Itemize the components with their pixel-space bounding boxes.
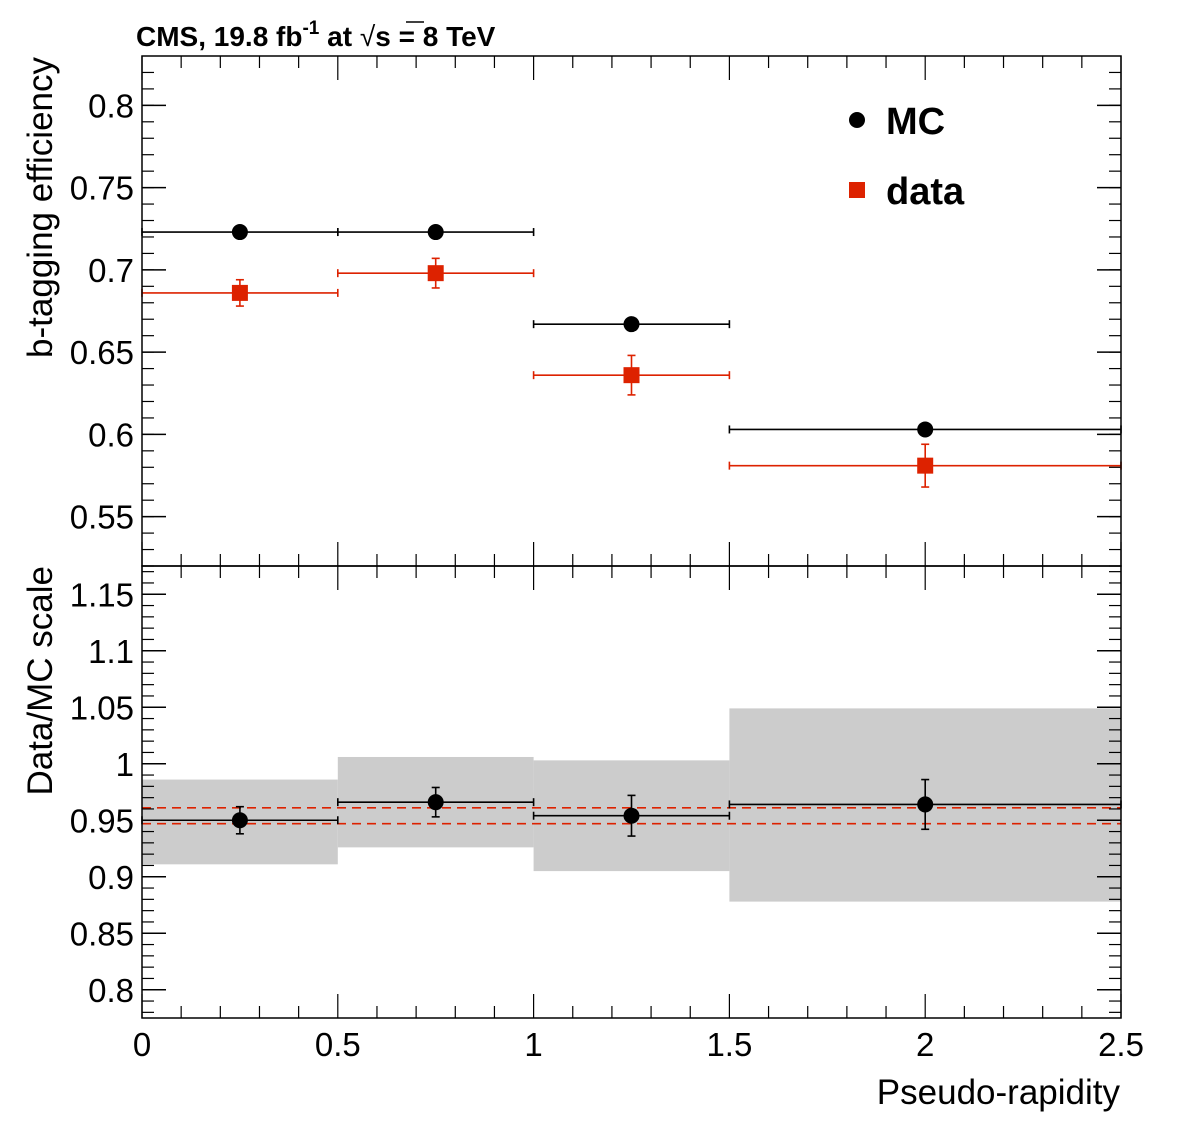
bottom-y-tick-label: 0.9 [88,859,134,896]
bottom-y-tick-label: 1.1 [88,633,134,670]
top-point-MC [623,316,640,333]
top-y-tick-label: 0.6 [88,416,134,453]
top-y-ticks: 0.55 0.6 0.65 0.7 0.75 0.8 [70,56,1122,567]
header-energy: s = 8 TeV [375,21,495,52]
x-tick-label: 2.5 [1098,1026,1144,1063]
bottom-point-ratio [623,807,640,824]
top-ylabel: b-tagging efficiency [21,57,60,358]
top-point-data [623,367,640,384]
top-point-MC [231,224,248,241]
top-y-tick-label: 0.75 [70,170,134,207]
top-frame [141,55,1122,567]
legend-label-data: data [886,171,965,213]
top-y-tick-label: 0.65 [70,334,134,371]
top-y-tick-label: 0.55 [70,499,134,536]
x-axis-title: Pseudo-rapidity [877,1073,1121,1112]
top-y-tick-label: 0.7 [88,252,134,289]
bottom-point-ratio [427,794,444,811]
bottom-y-tick-label: 0.95 [70,802,134,839]
x-tick-label: 2 [916,1026,934,1063]
x-tick-label: 1.5 [706,1026,752,1063]
x-tick-label: 1 [524,1026,542,1063]
bottom-data-marks [141,778,1122,837]
top-point-data [231,284,248,301]
bottom-y-tick-label: 1.05 [70,689,134,726]
bottom-frame [141,565,1122,1019]
top-point-data [917,457,934,474]
header-at: at [319,21,359,52]
x-tick-label: 0 [133,1026,151,1063]
bottom-y-tick-label: 0.85 [70,915,134,952]
bottom-y-tick-label: 1 [116,746,134,783]
efficiency-panel: b-tagging efficiency 0.550.60.650.70.750… [21,55,1122,567]
top-point-MC [427,224,444,241]
bottom-point-ratio [917,796,934,813]
chart-header: CMS, 19.8 fb-1 at √s = 8 TeV [136,18,496,52]
bottom-y-tick-label: 0.8 [88,972,134,1009]
top-y-tick-label: 0.8 [88,87,134,124]
bottom-point-ratio [231,812,248,829]
bottom-ylabel: Data/MC scale [21,566,60,796]
ratio-panel: Data/MC scale 0.8 0.85 0.9 0.95 1 1.05 1.1 1.15… [21,565,1144,1112]
x-ticks: 0 0.5 1 1.5 2 2.5 [133,566,1144,1063]
reference-lines [142,807,1121,825]
legend-marker-data [849,182,865,198]
top-point-MC [917,421,934,438]
x-tick-label: 0.5 [315,1026,361,1063]
bottom-y-tick-label: 1.15 [70,576,134,613]
header-experiment: CMS, 19.8 fb [136,21,302,52]
bottom-y-ticks: 0.8 0.85 0.9 0.95 1 1.05 1.1 1.15 [70,571,1121,1013]
legend-label-mc: MC [886,101,945,143]
legend: MC data [849,101,965,213]
header-lumi-exponent: -1 [302,18,319,39]
legend-marker-mc [849,112,865,128]
header-sqrt-symbol: √ [360,21,376,52]
top-point-data [427,265,444,282]
top-data-marks [141,224,1122,488]
